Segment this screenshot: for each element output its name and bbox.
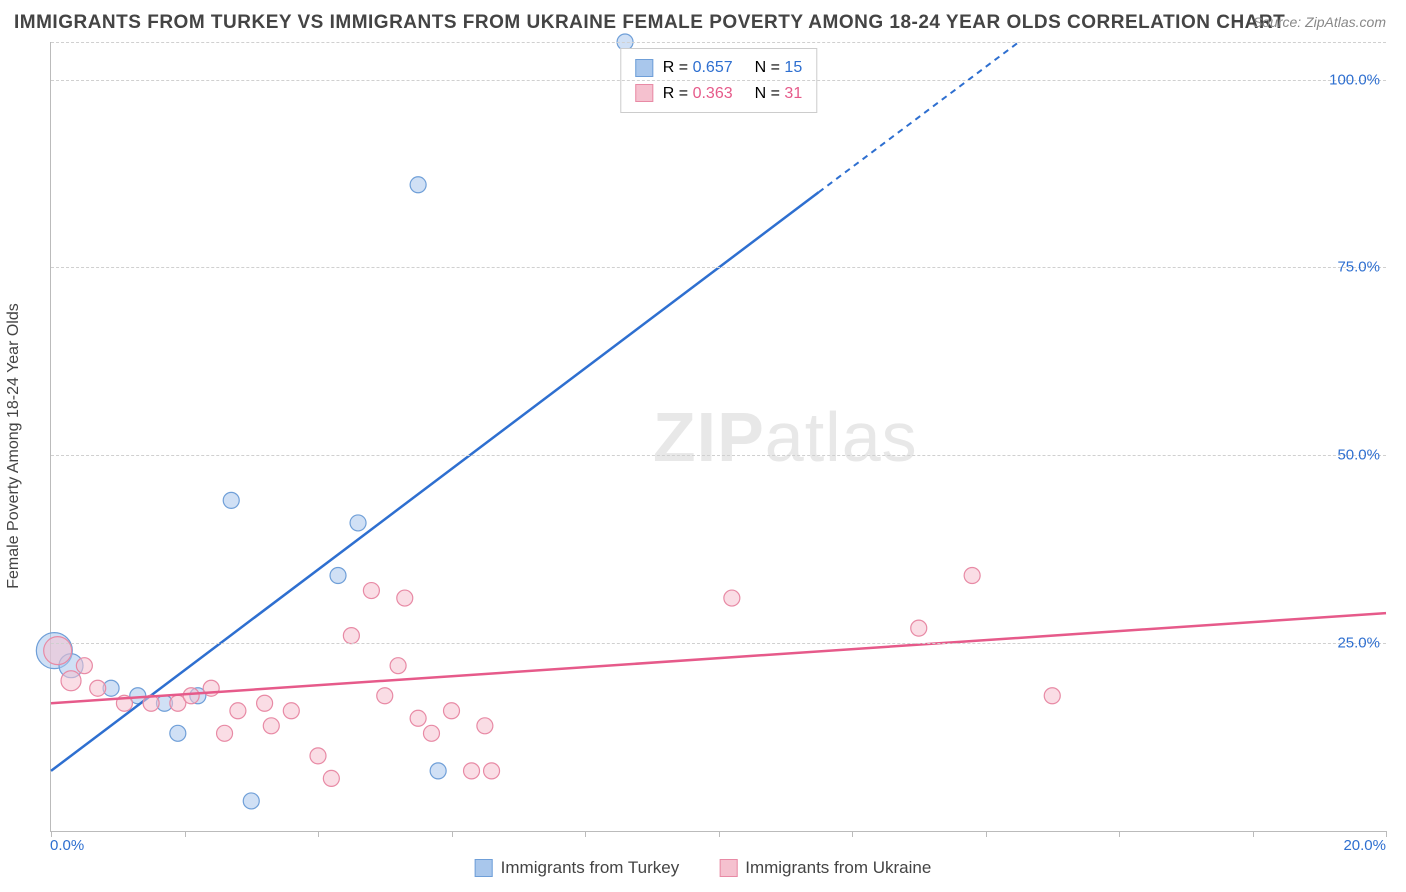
data-point (90, 680, 106, 696)
gridline (51, 267, 1386, 268)
data-point (61, 671, 81, 691)
legend-r-label: R = 0.363 (663, 81, 733, 107)
x-axis-start-label: 0.0% (50, 837, 84, 854)
data-point (911, 620, 927, 636)
gridline (51, 455, 1386, 456)
data-point (397, 590, 413, 606)
chart-title: IMMIGRANTS FROM TURKEY VS IMMIGRANTS FRO… (14, 12, 1285, 34)
data-point (410, 710, 426, 726)
x-tick (318, 831, 319, 837)
data-point (223, 492, 239, 508)
y-axis-title: Female Poverty Among 18-24 Year Olds (5, 303, 23, 589)
trend-line (51, 613, 1386, 703)
legend-series: Immigrants from Turkey Immigrants from Uk… (475, 858, 932, 878)
data-point (183, 688, 199, 704)
gridline (51, 643, 1386, 644)
plot-area: ZIPatlas R = 0.657N = 15R = 0.363N = 31 … (50, 42, 1386, 832)
data-point (724, 590, 740, 606)
data-point (363, 583, 379, 599)
x-tick (452, 831, 453, 837)
gridline (51, 80, 1386, 81)
data-point (390, 658, 406, 674)
source-attribution: Source: ZipAtlas.com (1253, 14, 1386, 30)
y-tick-label: 75.0% (1337, 259, 1380, 276)
legend-series-item: Immigrants from Turkey (475, 858, 680, 878)
data-point (170, 725, 186, 741)
y-tick-label: 50.0% (1337, 447, 1380, 464)
legend-correlation: R = 0.657 N = 15 R = 0.363 N = 31 (620, 48, 817, 113)
x-tick (986, 831, 987, 837)
data-point (330, 568, 346, 584)
data-point (444, 703, 460, 719)
legend-swatch (635, 84, 653, 102)
x-tick (585, 831, 586, 837)
data-point (230, 703, 246, 719)
x-tick (185, 831, 186, 837)
x-tick (1253, 831, 1254, 837)
legend-series-item: Immigrants from Ukraine (719, 858, 931, 878)
gridline (51, 42, 1386, 43)
legend-series-label: Immigrants from Turkey (501, 858, 680, 878)
legend-n-label: N = 15 (755, 55, 803, 81)
data-point (44, 637, 72, 665)
data-point (217, 725, 233, 741)
trend-line-extrapolated (819, 42, 1019, 192)
data-point (477, 718, 493, 734)
legend-n-label: N = 31 (755, 81, 803, 107)
data-point (410, 177, 426, 193)
trend-line (51, 192, 819, 771)
chart-svg (51, 42, 1386, 831)
data-point (76, 658, 92, 674)
legend-correlation-row: R = 0.363 N = 31 (635, 81, 802, 107)
data-point (377, 688, 393, 704)
x-tick (719, 831, 720, 837)
y-tick-label: 100.0% (1329, 71, 1380, 88)
legend-correlation-row: R = 0.657 N = 15 (635, 55, 802, 81)
legend-swatch (635, 59, 653, 77)
data-point (464, 763, 480, 779)
data-point (964, 568, 980, 584)
data-point (430, 763, 446, 779)
data-point (484, 763, 500, 779)
data-point (263, 718, 279, 734)
x-tick (852, 831, 853, 837)
x-axis-end-label: 20.0% (1343, 837, 1386, 854)
data-point (257, 695, 273, 711)
legend-r-label: R = 0.657 (663, 55, 733, 81)
data-point (423, 725, 439, 741)
data-point (343, 628, 359, 644)
legend-swatch (719, 859, 737, 877)
x-tick (1386, 831, 1387, 837)
x-tick (1119, 831, 1120, 837)
data-point (350, 515, 366, 531)
data-point (310, 748, 326, 764)
data-point (323, 770, 339, 786)
legend-series-label: Immigrants from Ukraine (745, 858, 931, 878)
data-point (243, 793, 259, 809)
y-tick-label: 25.0% (1337, 635, 1380, 652)
data-point (283, 703, 299, 719)
legend-swatch (475, 859, 493, 877)
data-point (1044, 688, 1060, 704)
